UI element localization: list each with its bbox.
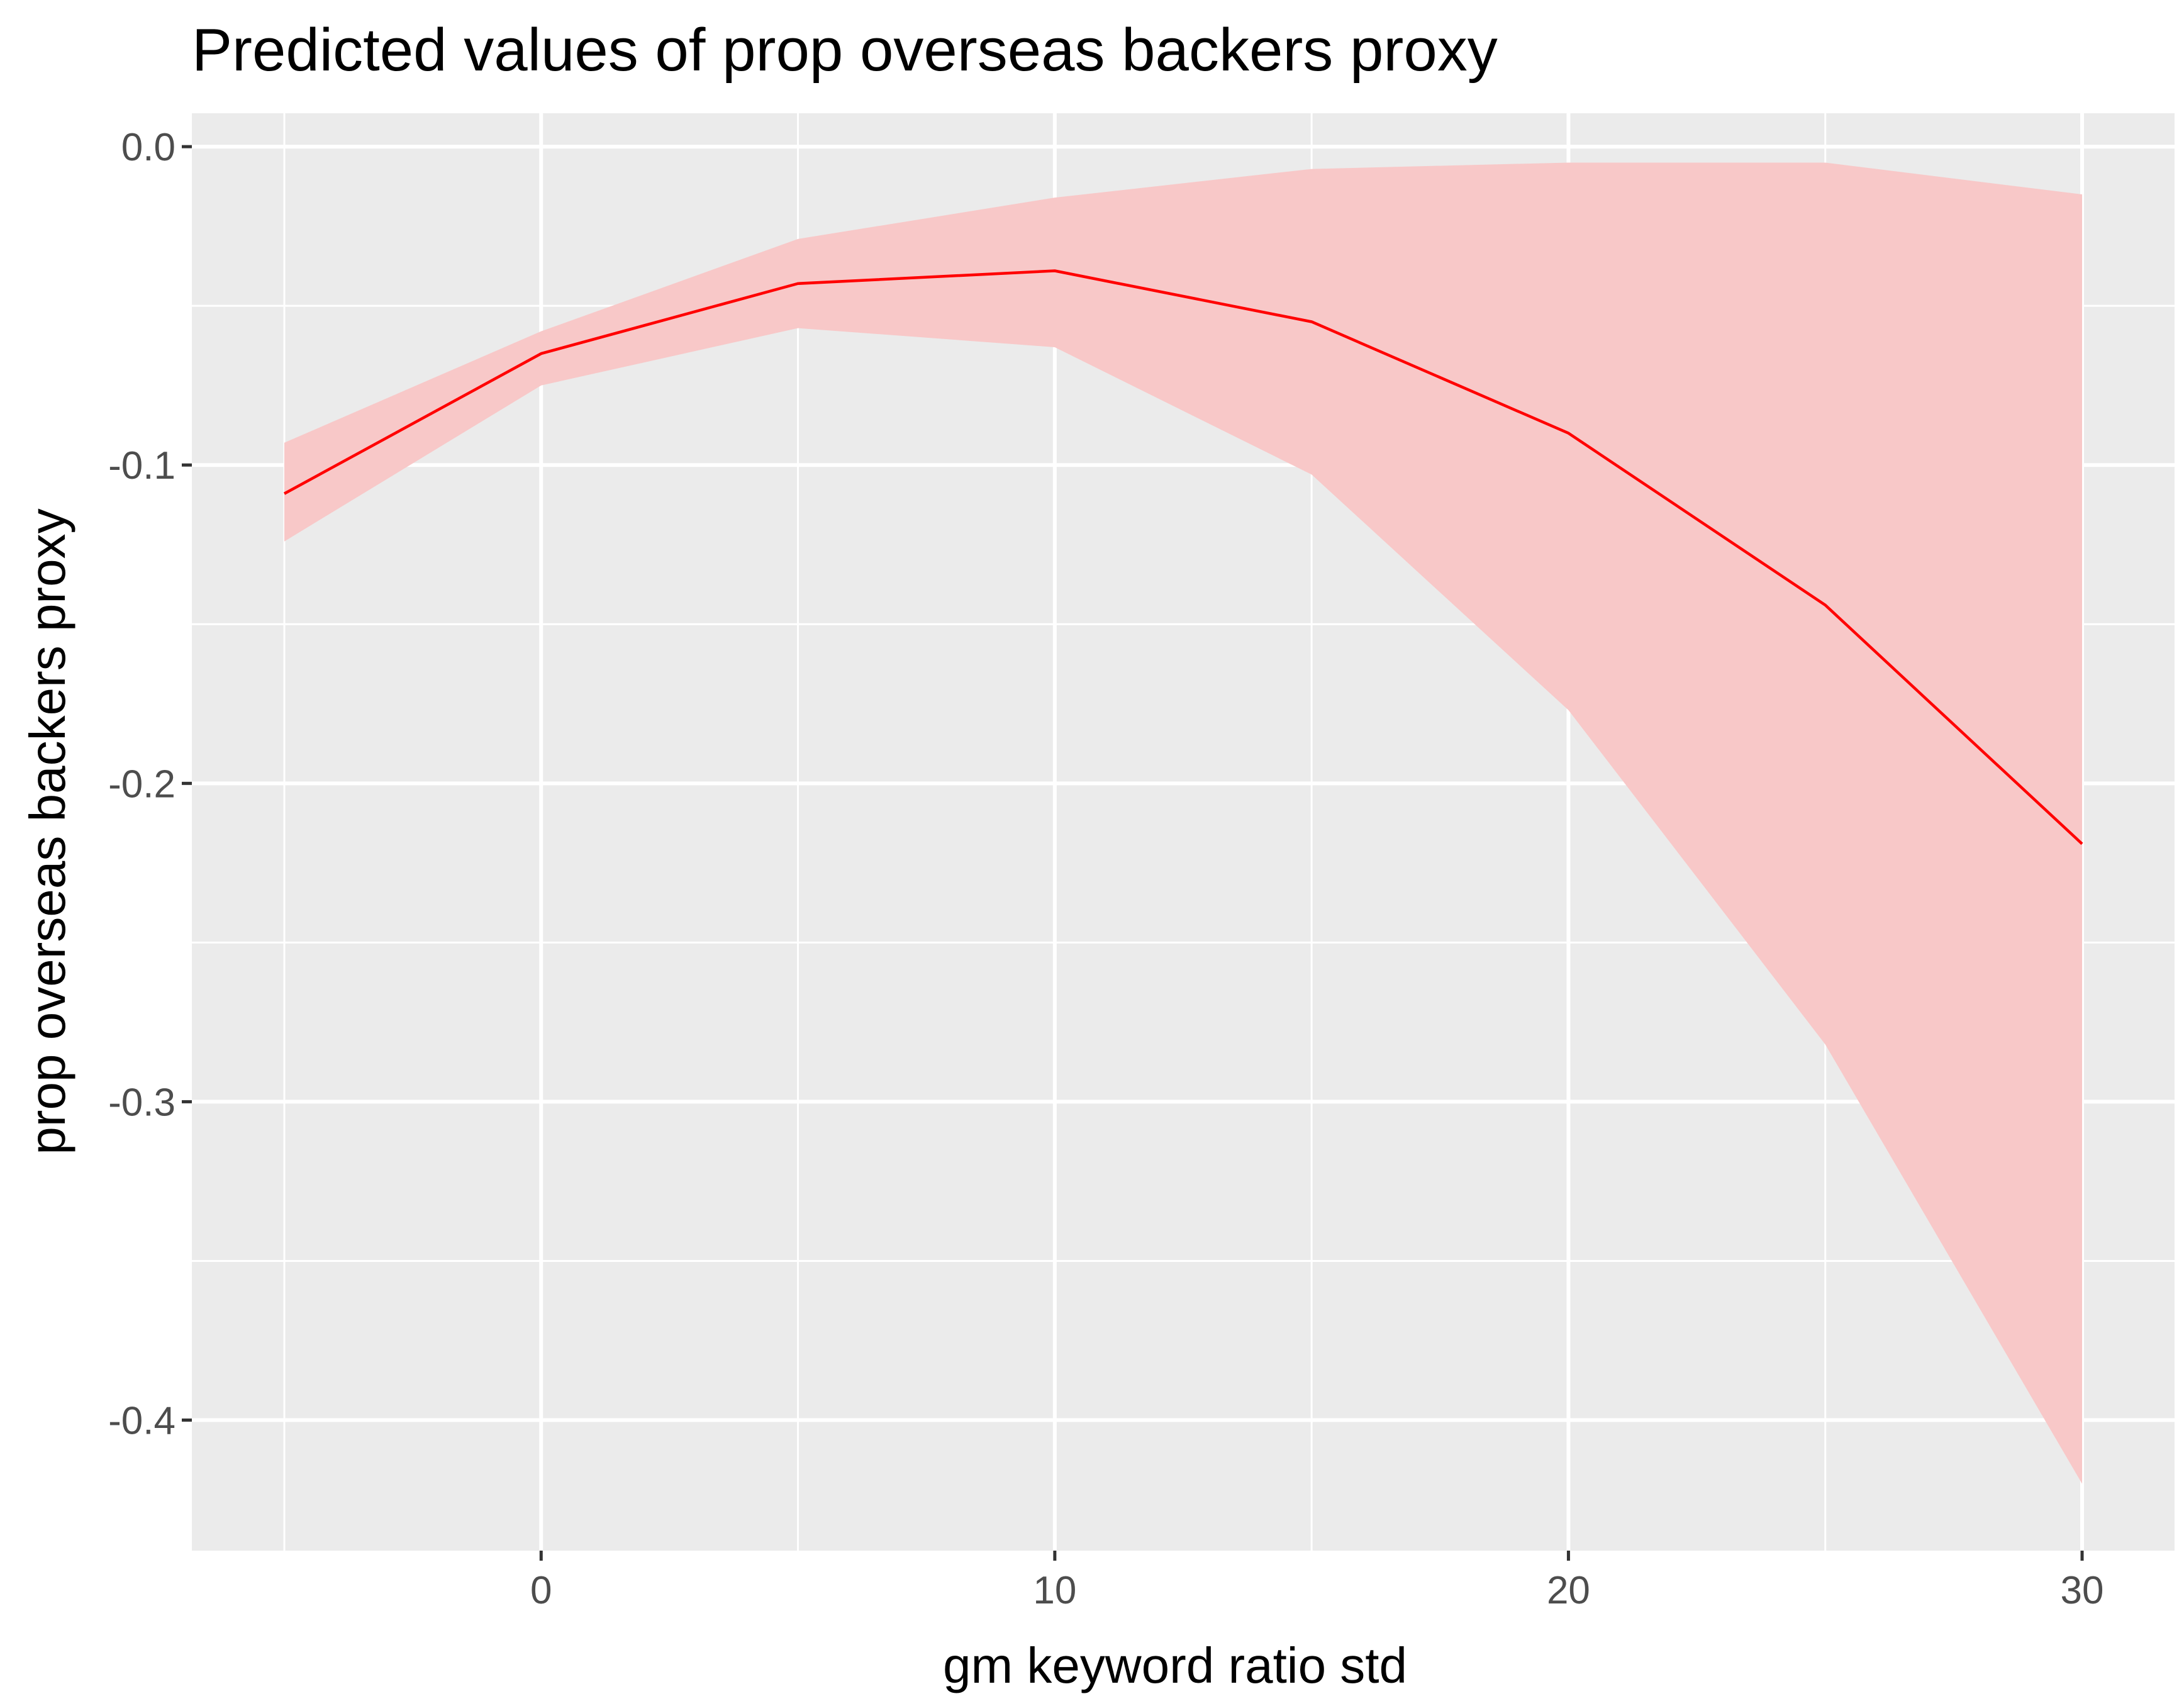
x-tick-label: 10 bbox=[1033, 1569, 1076, 1612]
prediction-line-layer bbox=[283, 269, 2083, 845]
confidence-band-layer bbox=[284, 162, 2083, 1484]
x-tick-label: 20 bbox=[1547, 1569, 1590, 1612]
prediction-line bbox=[283, 269, 2083, 845]
y-tick-label: -0.4 bbox=[108, 1400, 176, 1443]
x-tick-label: 0 bbox=[530, 1569, 552, 1612]
x-axis-ticks: 0 10 20 30 bbox=[530, 1551, 2104, 1612]
x-axis-title: gm keyword ratio std bbox=[943, 1637, 1407, 1693]
confidence-band bbox=[284, 162, 2083, 1484]
x-tick-label: 30 bbox=[2061, 1569, 2104, 1612]
y-tick-label: -0.3 bbox=[108, 1081, 176, 1124]
y-axis-ticks: 0.0 -0.1 -0.2 -0.3 -0.4 bbox=[108, 126, 192, 1443]
y-axis-title: prop overseas backers proxy bbox=[20, 508, 75, 1154]
chart-title: Predicted values of prop overseas backer… bbox=[192, 16, 1498, 84]
y-tick-label: 0.0 bbox=[121, 126, 176, 169]
y-tick-label: -0.2 bbox=[108, 762, 176, 806]
y-tick-label: -0.1 bbox=[108, 444, 176, 488]
